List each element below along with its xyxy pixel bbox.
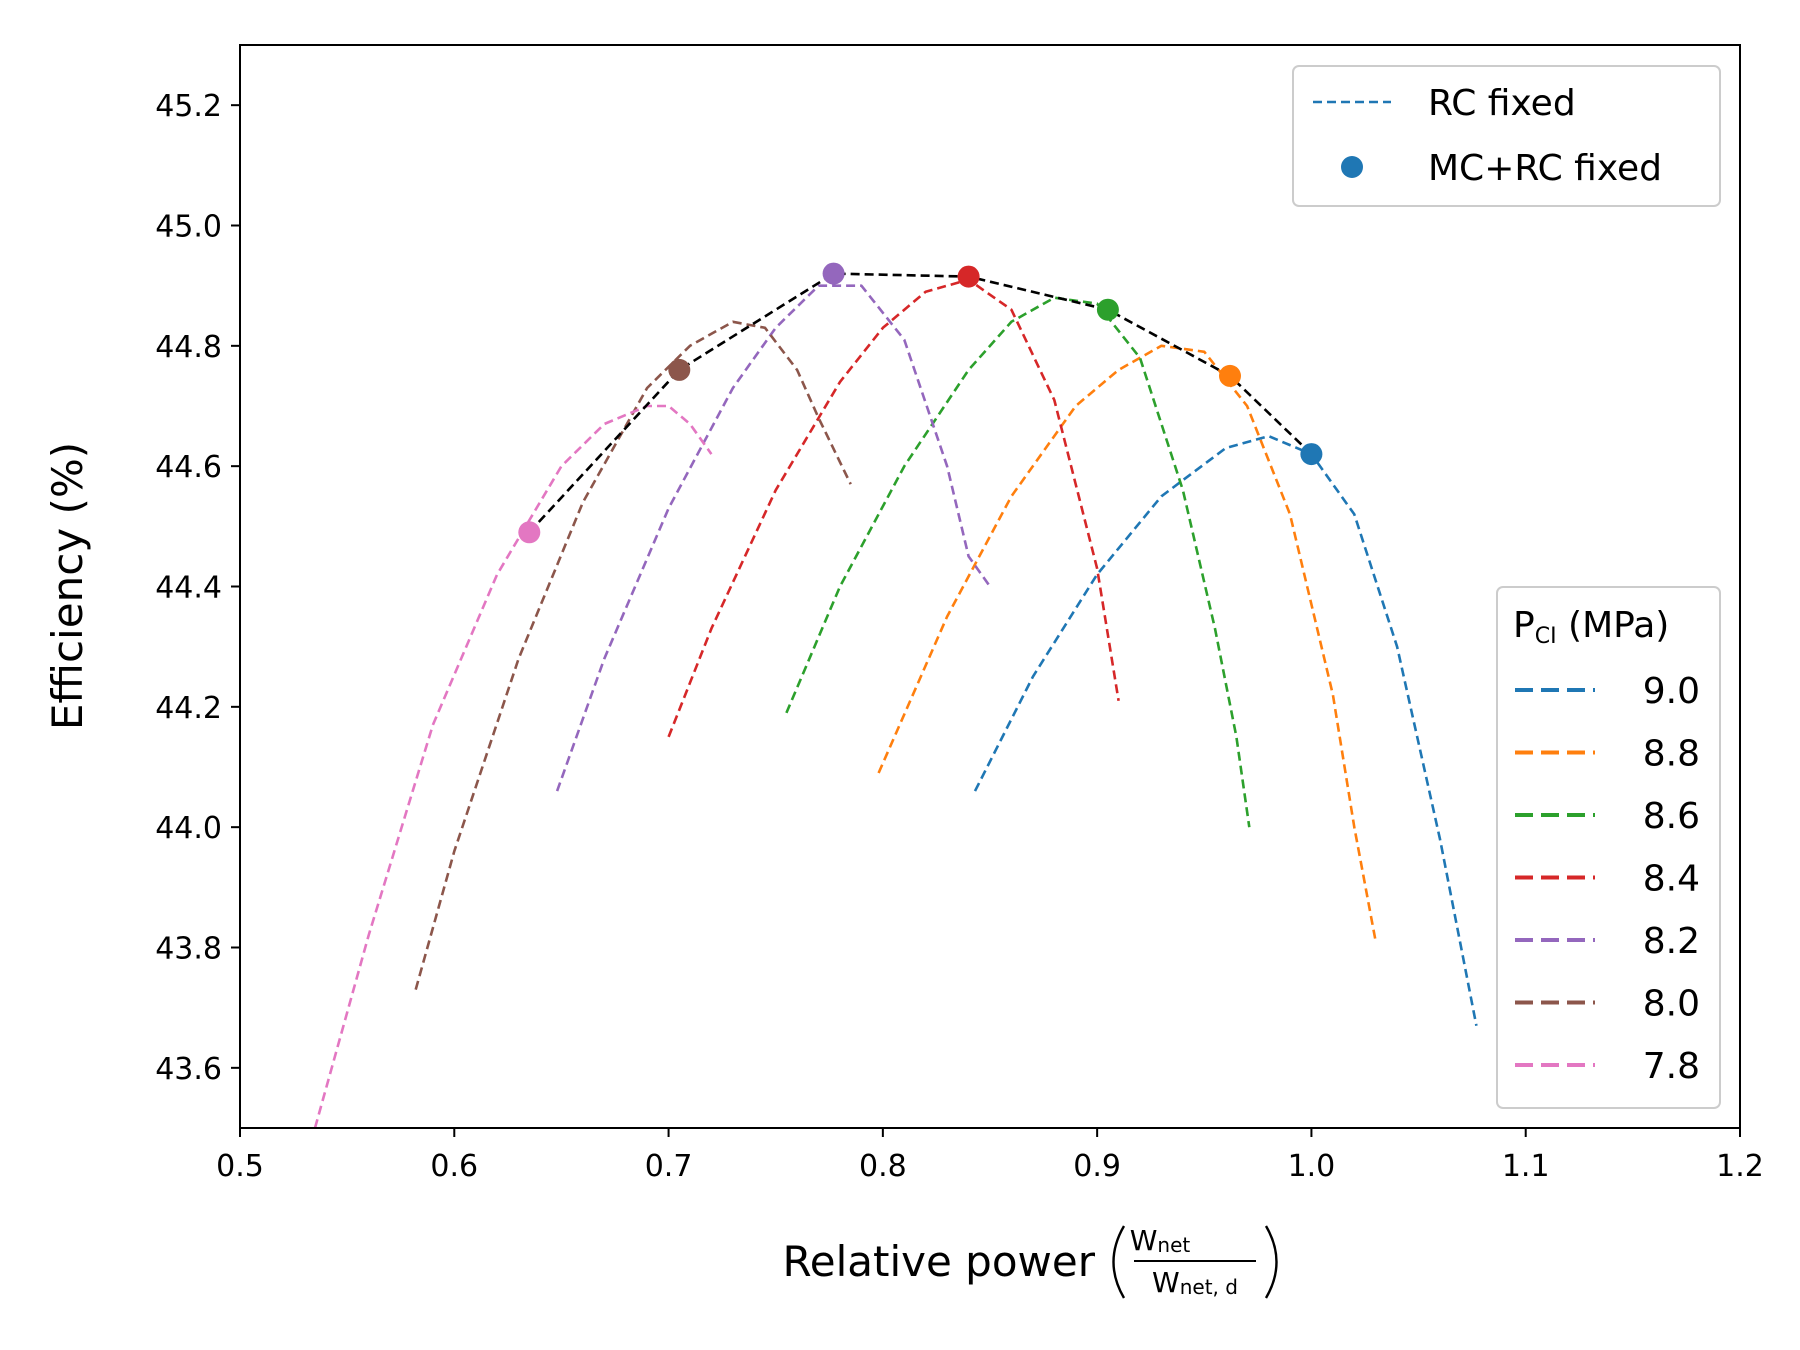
y-axis-title: Efficiency (%) — [43, 442, 92, 730]
y-tick-label-45-2: 45.2 — [155, 89, 222, 124]
optimum-layer — [528, 272, 1313, 534]
legend-top: RC fixed MC+RC fixed — [1292, 65, 1721, 207]
fraction-denominator-sub: net, d — [1180, 1275, 1238, 1299]
series-line-8-6 — [785, 296, 1251, 828]
y-tick-label-44-8: 44.8 — [155, 330, 222, 365]
legend-top-box — [1292, 65, 1721, 207]
legend-bottom-box — [1496, 586, 1721, 1109]
legend-label-8-4: 8.4 — [1643, 859, 1700, 900]
y-axis: 43.6 43.8 44.0 44.2 44.4 44.6 44.8 45.0 45.2 — [155, 89, 240, 1087]
x-tick-label-0-8: 0.8 — [859, 1149, 907, 1184]
legend-label-8-0: 8.0 — [1643, 984, 1700, 1025]
right-paren — [1264, 1225, 1278, 1299]
left-paren — [1112, 1225, 1126, 1299]
fraction-numerator: Wnet — [1130, 1224, 1191, 1257]
y-tick-label-45: 45.0 — [155, 210, 222, 245]
series-line-7-8 — [313, 404, 713, 1128]
marker-8-6 — [1096, 298, 1119, 321]
x-tick-label-1: 1.0 — [1288, 1149, 1336, 1184]
legend-rc-fixed-label: RC fixed — [1428, 83, 1576, 124]
legend-title-suffix: (MPa) — [1557, 605, 1670, 646]
y-tick-label-44-2: 44.2 — [155, 691, 222, 726]
y-tick-label-44-6: 44.6 — [155, 450, 222, 485]
fraction-numerator-sub: net — [1157, 1233, 1190, 1257]
fraction-numerator-base: W — [1130, 1224, 1158, 1257]
x-tick-label-1-2: 1.2 — [1716, 1149, 1764, 1184]
marker-9-0 — [1300, 443, 1323, 466]
x-axis-title: Relative power Wnet Wnet, d — [782, 1224, 1278, 1299]
legend-label-7-8: 7.8 — [1643, 1046, 1700, 1087]
x-tick-label-0-6: 0.6 — [430, 1149, 478, 1184]
legend-bottom-title: PCI (MPa) — [1513, 605, 1669, 649]
legend-mc-rc-fixed-label: MC+RC fixed — [1428, 148, 1662, 189]
marker-8-8 — [1219, 364, 1241, 387]
legend-mc-rc-fixed-swatch — [1341, 156, 1363, 178]
x-axis: 0.5 0.6 0.7 0.8 0.9 1.0 1.1 1.2 — [216, 1128, 1764, 1184]
marker-8-0 — [668, 358, 691, 381]
y-tick-label-43-8: 43.8 — [155, 932, 222, 967]
legend-bottom-entries: 9.0 8.8 8.6 8.4 8.2 8.0 7.8 — [1515, 671, 1700, 1087]
marker-8-2 — [822, 262, 845, 285]
series-line-8-8 — [877, 344, 1377, 942]
fraction-denominator: Wnet, d — [1152, 1266, 1238, 1299]
series-layer — [313, 278, 1478, 1128]
y-tick-label-43-6: 43.6 — [155, 1052, 222, 1087]
x-tick-label-0-7: 0.7 — [645, 1149, 693, 1184]
legend-bottom: PCI (MPa) 9.0 8.8 8.6 8.4 8.2 8.0 7.8 — [1496, 586, 1721, 1109]
legend-label-8-2: 8.2 — [1643, 921, 1700, 962]
x-tick-label-1-1: 1.1 — [1502, 1149, 1550, 1184]
legend-label-9-0: 9.0 — [1643, 671, 1700, 712]
series-line-9-0 — [973, 434, 1478, 1026]
x-tick-label-0-9: 0.9 — [1073, 1149, 1121, 1184]
y-tick-label-44-4: 44.4 — [155, 571, 222, 606]
x-axis-title-text: Relative power — [782, 1237, 1095, 1286]
marker-7-8 — [518, 521, 541, 544]
legend-title-base: P — [1513, 605, 1535, 646]
series-line-8-2 — [555, 284, 992, 792]
legend-title-sub: CI — [1535, 624, 1557, 649]
legend-label-8-6: 8.6 — [1643, 796, 1700, 837]
marker-layer — [518, 262, 1323, 544]
fraction-denominator-base: W — [1152, 1266, 1180, 1299]
legend-label-8-8: 8.8 — [1643, 734, 1700, 775]
series-line-8-4 — [667, 278, 1120, 738]
optimum-line — [528, 272, 1313, 534]
series-line-8-0 — [414, 320, 852, 990]
y-tick-label-44: 44.0 — [155, 811, 222, 846]
marker-8-4 — [957, 265, 980, 288]
x-tick-label-0-5: 0.5 — [216, 1149, 264, 1184]
